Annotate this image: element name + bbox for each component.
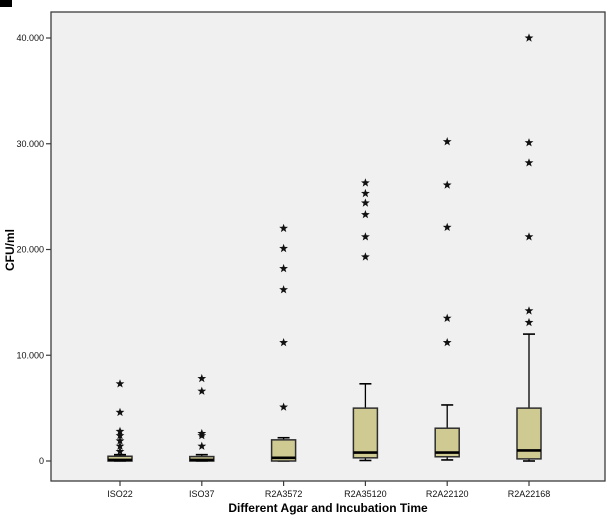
outlier-marker bbox=[361, 198, 370, 207]
outlier-marker bbox=[279, 223, 288, 233]
outlier-marker bbox=[115, 379, 125, 388]
outlier-marker bbox=[361, 188, 370, 198]
x-tick-label: R2A22120 bbox=[426, 489, 469, 499]
y-tick-label: 30.000 bbox=[16, 139, 44, 149]
y-tick-label: 0 bbox=[39, 456, 44, 466]
x-tick-label: R2A3572 bbox=[265, 489, 303, 499]
outlier-marker bbox=[115, 441, 125, 450]
x-tick-label: ISO37 bbox=[189, 489, 215, 499]
outlier-marker bbox=[279, 285, 288, 294]
corner-artifact bbox=[0, 0, 12, 7]
outlier-marker bbox=[442, 137, 452, 146]
outlier-marker bbox=[442, 222, 452, 231]
y-tick-label: 20.000 bbox=[16, 245, 44, 255]
outlier-marker bbox=[279, 243, 288, 253]
box bbox=[352, 407, 379, 459]
outlier-marker bbox=[197, 441, 207, 450]
outlier-marker bbox=[279, 402, 288, 411]
outlier-marker bbox=[115, 426, 125, 436]
outlier-marker bbox=[524, 33, 534, 42]
outlier-marker bbox=[524, 232, 534, 241]
outlier-marker bbox=[279, 263, 288, 273]
outlier-marker bbox=[115, 407, 125, 417]
outlier-marker bbox=[361, 232, 370, 241]
outlier-marker bbox=[115, 431, 125, 440]
chart-layer: 0 10.000 20.000 30.000 40.000 ISO22 ISO37 R2A35… bbox=[16, 11, 606, 499]
x-axis-title: Different Agar and Incubation Time bbox=[228, 501, 428, 515]
outlier-marker bbox=[115, 446, 125, 456]
box bbox=[270, 439, 297, 462]
outlier-marker bbox=[115, 436, 125, 445]
outlier-marker bbox=[361, 210, 370, 219]
x-tick-label: R2A22168 bbox=[508, 489, 551, 499]
outlier-marker bbox=[197, 386, 207, 395]
x-tick-label: R2A35120 bbox=[344, 489, 387, 499]
outlier-marker bbox=[524, 317, 534, 327]
outlier-marker bbox=[442, 180, 452, 189]
y-tick-label: 40.000 bbox=[16, 33, 44, 43]
outlier-marker bbox=[524, 306, 534, 315]
outlier-marker bbox=[442, 338, 452, 347]
outlier-marker bbox=[197, 373, 207, 383]
x-tick-label: ISO22 bbox=[107, 489, 133, 499]
y-axis-title: CFU/ml bbox=[3, 229, 17, 271]
outlier-marker bbox=[197, 428, 207, 438]
outlier-marker bbox=[524, 138, 534, 147]
outlier-marker bbox=[524, 158, 534, 167]
plot-area bbox=[50, 11, 606, 482]
outlier-marker bbox=[279, 338, 288, 347]
y-tick-label: 10.000 bbox=[16, 350, 44, 360]
outlier-marker bbox=[361, 252, 370, 261]
outlier-marker bbox=[361, 178, 370, 187]
outlier-marker bbox=[442, 313, 452, 322]
